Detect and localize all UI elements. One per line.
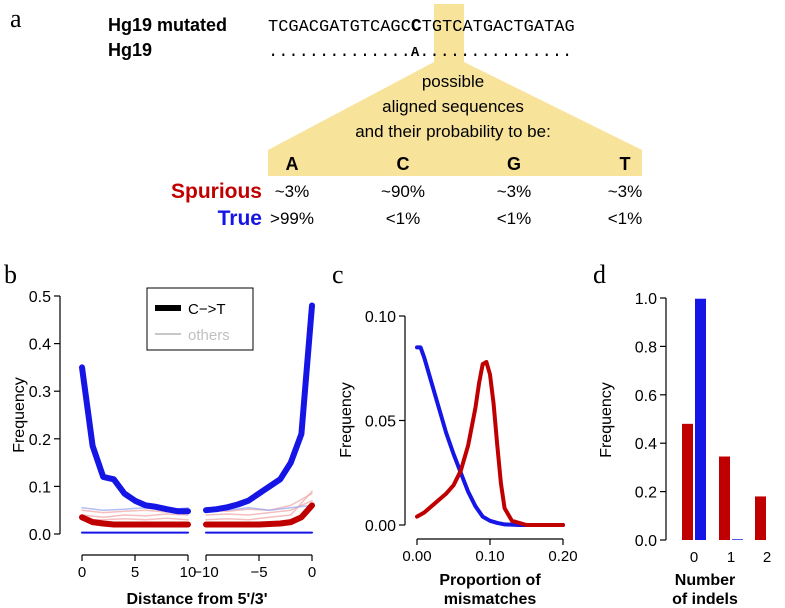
panel-a: a Hg19 mutated Hg19 TCGACGATGTCAGCCTGTCA… (10, 4, 642, 230)
mutated-seq-right: TGTCATGACTGATAG (422, 18, 575, 37)
d-bar-true (695, 298, 706, 540)
d-bar-spurious (682, 423, 693, 540)
panel-b-legend: C−>T others (146, 287, 254, 351)
d-ytick-label: 0.8 (635, 339, 657, 356)
ref-base: A (411, 45, 420, 61)
b-xtick-label-right: −5 (250, 564, 267, 581)
base-c: C (397, 154, 410, 174)
true-c-value: <1% (386, 209, 421, 228)
c-ytick-label: 0.05 (365, 414, 396, 431)
b-ytick-label: 0.4 (29, 337, 51, 354)
d-category-label: 2 (763, 549, 771, 566)
d-ytick-label: 0.4 (635, 436, 657, 453)
c-xtick-label: 0.20 (548, 548, 577, 565)
panel-b: b 0.0 0.1 0.2 0.3 0.4 0.5 Frequency 0 5 10−10 −5 0 D… (4, 260, 316, 608)
b-series-line (203, 302, 315, 514)
spurious-c-value: ~90% (381, 182, 425, 201)
b-ytick-label: 0.3 (29, 384, 51, 401)
b-xtick-label-left: 10 (180, 564, 197, 581)
base-t: T (620, 154, 631, 174)
c-ytick-label: 0.00 (365, 518, 396, 535)
b-ytick-label: 0.0 (29, 527, 51, 544)
panel-d-label: d (593, 260, 606, 289)
legend-ct-label: C−>T (188, 301, 226, 318)
b-ylabel: Frequency (11, 377, 28, 453)
c-ylabel: Frequency (338, 382, 355, 458)
mutated-label: Hg19 mutated (108, 15, 227, 35)
c-xtick-label: 0.00 (402, 548, 431, 565)
legend-others-label: others (188, 327, 230, 344)
panel-d: d 0.0 0.2 0.4 0.6 0.8 1.0 Frequency 0 1 2 Number of… (593, 260, 771, 608)
b-ytick-label: 0.2 (29, 432, 51, 449)
b-xtick-label-right: 0 (308, 564, 316, 581)
d-ytick-label: 0.0 (635, 533, 657, 550)
c-xlabel-line2: mismatches (444, 591, 537, 608)
ref-sequence: ..............A............... (268, 43, 572, 62)
ref-label: Hg19 (108, 40, 152, 60)
d-ytick-label: 1.0 (635, 291, 657, 308)
panel-a-label: a (10, 4, 22, 33)
b-ytick-label: 0.1 (29, 479, 51, 496)
panel-b-axes: 0.0 0.1 0.2 0.3 0.4 0.5 Frequency 0 5 10−10 −5 0 Dis… (11, 289, 316, 608)
b-xtick-label-right: −10 (193, 564, 218, 581)
b-series-line (205, 499, 313, 516)
b-series-line (81, 513, 189, 519)
spurious-a-value: ~3% (275, 182, 310, 201)
panel-b-label: b (4, 260, 17, 289)
c-ytick-label: 0.10 (365, 309, 396, 326)
d-bar-spurious (755, 496, 766, 540)
d-bar-spurious (719, 456, 730, 540)
c-xtick-label: 0.10 (475, 548, 504, 565)
d-xlabel-line2: of indels (672, 591, 738, 608)
d-ytick-label: 0.2 (635, 485, 657, 502)
mutated-base: C (411, 17, 422, 37)
ref-dots-left: .............. (268, 43, 411, 62)
d-category-label: 1 (727, 549, 735, 566)
c-xlabel-line1: Proportion of (439, 572, 541, 589)
legend-box (146, 287, 254, 351)
true-t-value: <1% (608, 209, 643, 228)
spurious-t-value: ~3% (608, 182, 643, 201)
spurious-row-label: Spurious (171, 180, 262, 203)
highlight-fan (268, 62, 642, 150)
base-a: A (286, 154, 299, 174)
d-ytick-label: 0.6 (635, 388, 657, 405)
b-series-line (203, 502, 315, 528)
panel-b-series (79, 302, 315, 534)
base-g: G (507, 154, 521, 174)
b-xtick-label-left: 5 (131, 564, 139, 581)
mutated-sequence: TCGACGATGTCAGCCTGTCATGACTGATAG (268, 17, 575, 37)
b-series-line (79, 514, 191, 528)
b-series-line (79, 364, 191, 515)
d-ylabel: Frequency (598, 382, 615, 458)
caption-line-1: possible (422, 72, 484, 91)
highlight-column (434, 4, 464, 62)
c-series-line-spurious (415, 360, 565, 527)
panel-d-axes: 0.0 0.2 0.4 0.6 0.8 1.0 Frequency 0 1 2 Number of i… (598, 291, 771, 608)
b-series-line (205, 490, 313, 521)
caption-line-3: and their probability to be: (355, 122, 551, 141)
panel-c-label: c (332, 260, 344, 289)
b-ytick-label: 0.5 (29, 289, 51, 306)
spurious-g-value: ~3% (497, 182, 532, 201)
b-series-line (81, 517, 189, 521)
d-xlabel-line1: Number (675, 572, 735, 589)
true-g-value: <1% (497, 209, 532, 228)
b-xlabel: Distance from 5'/3' (127, 591, 268, 608)
panel-c: c 0.00 0.05 0.10 Frequency 0.00 0.10 0.20 Propo… (332, 260, 578, 608)
caption-line-2: aligned sequences (382, 97, 524, 116)
c-series-line-true (415, 345, 565, 527)
d-bar-true (732, 539, 743, 540)
true-a-value: >99% (270, 209, 314, 228)
d-category-label: 0 (690, 549, 698, 566)
mutated-seq-left: TCGACGATGTCAGC (268, 18, 411, 37)
panel-c-series (415, 345, 565, 527)
highlight-band (268, 150, 642, 176)
panel-d-bars (682, 298, 766, 540)
panel-c-axes: 0.00 0.05 0.10 Frequency 0.00 0.10 0.20 Proport… (338, 309, 578, 608)
true-row-label: True (218, 207, 262, 230)
ref-dots-right: ............... (419, 43, 572, 62)
b-xtick-label-left: 0 (78, 564, 86, 581)
